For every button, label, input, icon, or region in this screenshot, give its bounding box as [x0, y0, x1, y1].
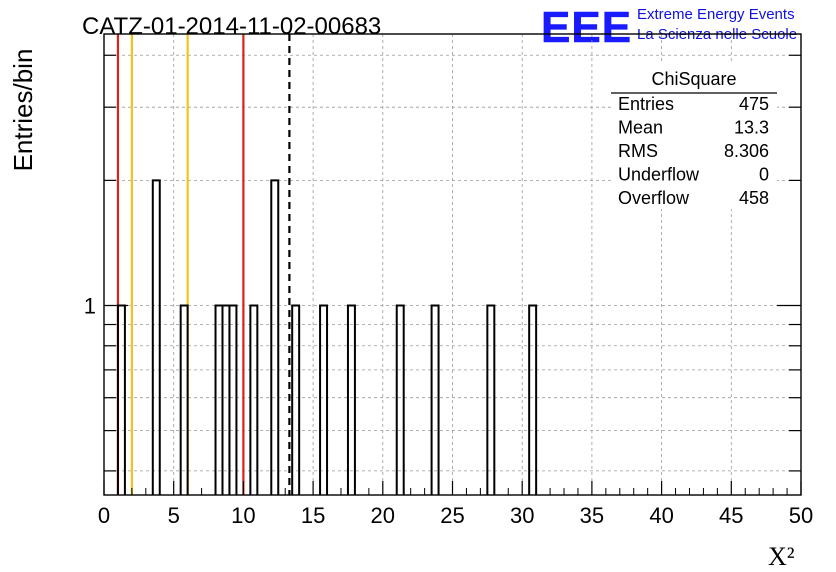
- histogram-bar: [214, 304, 224, 495]
- stats-row-value: 13.3: [734, 118, 769, 138]
- histogram-bar: [228, 304, 238, 495]
- histogram-bar: [319, 304, 329, 495]
- stats-row-value: 458: [739, 188, 769, 208]
- x-tick-label: 0: [98, 503, 110, 528]
- x-tick-label: 20: [371, 503, 395, 528]
- y-tick-label: 1: [84, 293, 96, 318]
- logo-mark: EEE: [541, 3, 632, 52]
- axis-ticks: [103, 54, 802, 495]
- histogram-bar: [270, 179, 280, 495]
- histogram-bar: [179, 304, 189, 495]
- stats-title: ChiSquare: [651, 69, 736, 89]
- x-tick-label: 50: [789, 503, 813, 528]
- x-tick-labels: 0 5 10 15 20 25 30 35 40 45 50: [98, 503, 813, 528]
- stats-box: ChiSquare Entries 475 Mean 13.3 RMS 8.306 Unde…: [611, 63, 777, 209]
- x-tick-label: 10: [231, 503, 255, 528]
- logo-line-1: Extreme Energy Events: [637, 6, 795, 23]
- histogram-bar: [528, 304, 538, 495]
- grid-lines: [104, 34, 801, 495]
- stats-row-label: RMS: [618, 141, 658, 161]
- stats-row-label: Overflow: [618, 188, 690, 208]
- histogram-bars: [116, 179, 538, 495]
- stats-row-label: Underflow: [618, 165, 700, 185]
- chart-title: CATZ-01-2014-11-02-00683: [82, 13, 381, 40]
- x-tick-label: 15: [301, 503, 325, 528]
- stats-row-value: 0: [759, 165, 769, 185]
- x-tick-label: 40: [649, 503, 673, 528]
- histogram-bar: [249, 304, 259, 495]
- x-tick-label: 45: [719, 503, 743, 528]
- histogram-bar: [221, 304, 231, 495]
- histogram-bar: [151, 179, 161, 495]
- x-tick-label: 5: [168, 503, 180, 528]
- stats-row-label: Entries: [618, 94, 674, 114]
- histogram-bar: [395, 304, 405, 495]
- stats-row-value: 475: [739, 94, 769, 114]
- stats-row-label: Mean: [618, 118, 663, 138]
- stats-row-value: 8.306: [724, 141, 769, 161]
- x-axis-label: X²: [768, 542, 795, 571]
- stats-box-background: [611, 63, 777, 209]
- reference-lines: [116, 34, 291, 495]
- stats-rows: Entries 475 Mean 13.3 RMS 8.306 Underflow 0 Over…: [618, 94, 769, 208]
- eee-logo: EEE Extreme Energy Events La Scienza nel…: [541, 3, 797, 53]
- y-tick-labels: 1: [84, 293, 96, 318]
- y-axis-label: Entries/bin: [8, 49, 38, 172]
- x-tick-label: 35: [580, 503, 604, 528]
- histogram-bar: [486, 304, 496, 495]
- histogram-bar: [430, 304, 440, 495]
- x-tick-label: 25: [440, 503, 464, 528]
- histogram-bar: [346, 304, 356, 495]
- x-tick-label: 30: [510, 503, 534, 528]
- histogram-bar: [291, 304, 301, 495]
